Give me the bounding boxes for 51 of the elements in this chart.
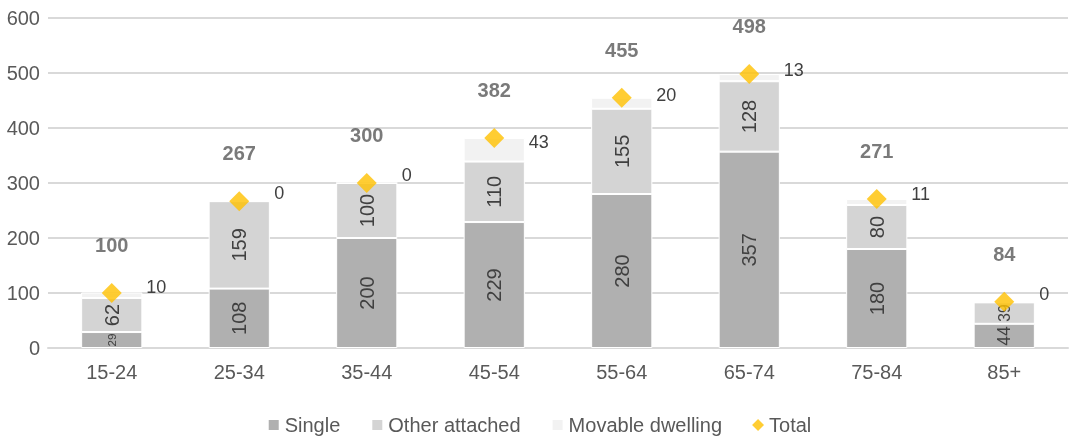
data-label: 44 bbox=[994, 325, 1015, 346]
data-label: 357 bbox=[738, 233, 761, 267]
data-label: 128 bbox=[738, 99, 761, 134]
y-tick-label: 300 bbox=[6, 172, 40, 194]
data-label: 110 bbox=[483, 175, 506, 208]
data-label: 10 bbox=[146, 277, 167, 298]
x-tick-label: 75-84 bbox=[851, 361, 903, 383]
data-label: 229 bbox=[483, 268, 506, 302]
x-tick-label: 85+ bbox=[987, 361, 1022, 383]
data-label: 100 bbox=[95, 234, 129, 256]
data-label: 280 bbox=[610, 254, 633, 288]
data-label: 300 bbox=[350, 124, 384, 146]
data-label: 0 bbox=[274, 183, 285, 204]
data-label: 155 bbox=[610, 134, 633, 169]
data-label: 498 bbox=[732, 15, 766, 38]
y-tick-label: 0 bbox=[28, 337, 40, 359]
x-tick-label: 35-44 bbox=[341, 361, 393, 383]
data-label: 200 bbox=[355, 276, 378, 310]
data-label: 455 bbox=[605, 38, 639, 61]
data-label: 271 bbox=[860, 139, 894, 162]
data-label: 43 bbox=[528, 131, 549, 152]
data-label: 108 bbox=[228, 301, 251, 335]
x-tick-label: 45-54 bbox=[468, 361, 520, 383]
legend-label: Other attached bbox=[388, 414, 521, 436]
data-label: 180 bbox=[865, 281, 888, 316]
x-tick-label: 15-24 bbox=[86, 361, 138, 383]
y-tick-label: 100 bbox=[6, 282, 40, 304]
data-label: 29 bbox=[105, 333, 119, 347]
data-label: 20 bbox=[656, 85, 677, 106]
data-label: 13 bbox=[783, 59, 804, 80]
legend-label: Single bbox=[284, 414, 341, 436]
data-label: 0 bbox=[401, 165, 412, 185]
data-label: 382 bbox=[477, 78, 511, 101]
data-label: 84 bbox=[993, 242, 1017, 265]
data-label: 159 bbox=[228, 228, 251, 262]
y-tick-label: 200 bbox=[6, 227, 40, 249]
data-label: 267 bbox=[222, 142, 256, 165]
legend-label: Movable dwelling bbox=[568, 414, 723, 436]
data-label: 11 bbox=[911, 183, 931, 204]
x-tick-label: 55-64 bbox=[596, 361, 648, 383]
x-tick-label: 65-74 bbox=[723, 361, 775, 383]
y-tick-label: 500 bbox=[6, 62, 40, 84]
data-label: 80 bbox=[865, 215, 888, 239]
y-tick-label: 400 bbox=[6, 117, 40, 139]
y-tick-label: 600 bbox=[6, 7, 40, 29]
x-tick-label: 25-34 bbox=[213, 361, 265, 383]
legend-label: Total bbox=[769, 414, 812, 436]
data-label: 0 bbox=[1039, 284, 1050, 305]
data-label: 100 bbox=[355, 193, 378, 228]
data-label: 39 bbox=[995, 304, 1013, 322]
data-label: 62 bbox=[100, 303, 123, 327]
